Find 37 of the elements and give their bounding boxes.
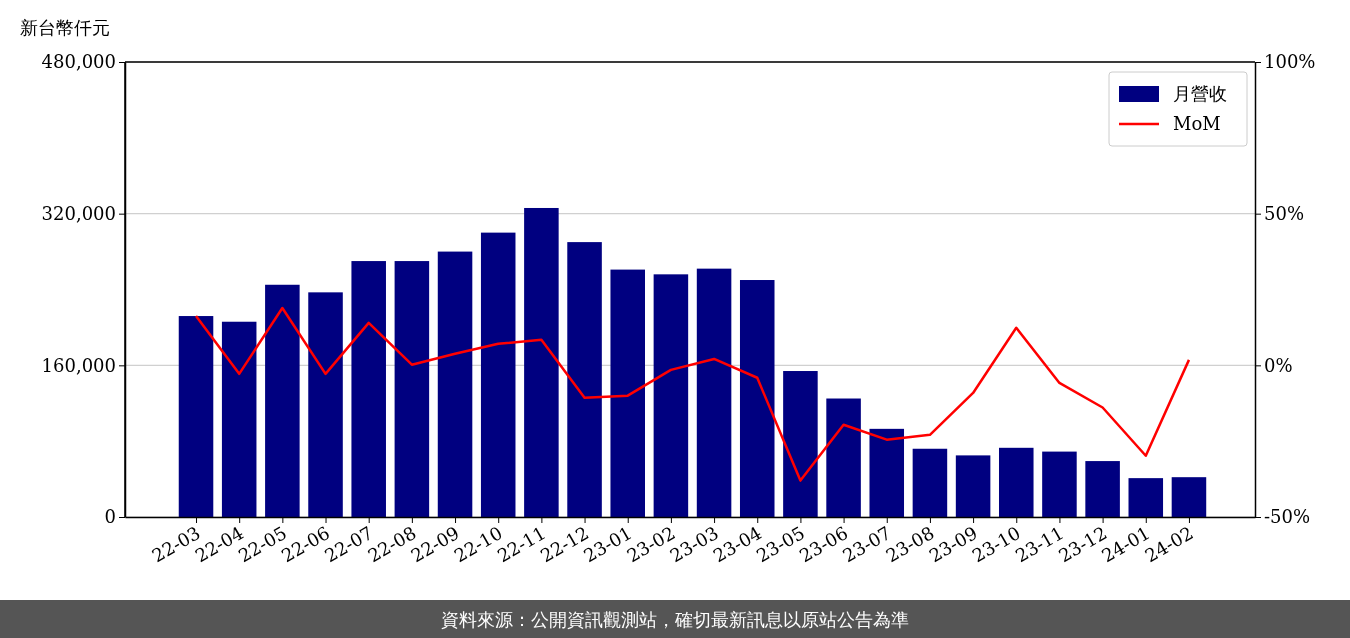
bar bbox=[265, 284, 300, 517]
y-tick-label: 0 bbox=[104, 506, 116, 528]
bar bbox=[567, 242, 602, 517]
bar bbox=[1128, 478, 1164, 517]
bar bbox=[178, 316, 214, 517]
line-series bbox=[194, 306, 1191, 482]
y-tick-label: 480,000 bbox=[41, 51, 116, 73]
bar bbox=[221, 321, 257, 517]
y-axis-title: 新台幣仟元 bbox=[20, 17, 110, 38]
y-tick-label: 160,000 bbox=[41, 354, 116, 376]
bar bbox=[610, 269, 645, 517]
bar bbox=[480, 232, 516, 517]
legend-label: 月營收 bbox=[1173, 83, 1227, 104]
y2-tick-label: -50% bbox=[1264, 506, 1311, 528]
bar bbox=[783, 371, 818, 517]
bar bbox=[394, 261, 430, 517]
bar bbox=[653, 274, 689, 517]
bar bbox=[351, 261, 386, 517]
bar bbox=[696, 268, 732, 517]
y2-tick-label: 0% bbox=[1264, 354, 1293, 376]
bar bbox=[1171, 477, 1207, 517]
bar bbox=[999, 447, 1034, 517]
bar bbox=[912, 448, 948, 517]
bar bbox=[739, 280, 775, 517]
y2-tick-label: 50% bbox=[1264, 202, 1305, 224]
bar bbox=[955, 455, 991, 517]
bar bbox=[437, 251, 473, 517]
bar bbox=[1042, 451, 1077, 517]
bar bbox=[308, 292, 343, 517]
bar bbox=[869, 428, 905, 517]
bar bbox=[826, 398, 861, 517]
bar bbox=[1085, 461, 1120, 517]
y2-tick-label: 100% bbox=[1264, 51, 1316, 73]
source-note: 資料來源：公開資訊觀測站，確切最新訊息以原站公告為準 bbox=[441, 609, 909, 630]
bar bbox=[524, 207, 559, 517]
y-tick-label: 320,000 bbox=[41, 202, 116, 224]
legend-label: MoM bbox=[1173, 113, 1221, 134]
